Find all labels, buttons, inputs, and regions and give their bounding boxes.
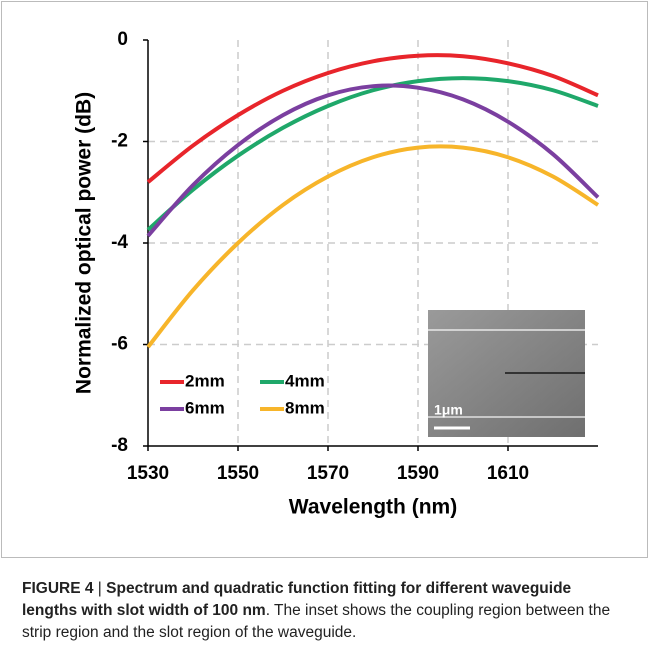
caption-separator: |: [97, 580, 102, 597]
y-tick-label: -2: [111, 131, 128, 152]
chart: Normalized optical power (dB) Wavelength…: [1, 1, 648, 558]
caption: FIGURE 4 | Spectrum and quadratic functi…: [22, 578, 622, 644]
y-tick-label: -4: [111, 232, 128, 253]
fit-line: [146, 76, 599, 232]
figure-frame: [1, 1, 648, 558]
legend-label: 2mm: [185, 371, 225, 390]
caption-label: FIGURE 4: [22, 580, 94, 597]
x-tick-label: 1550: [217, 463, 259, 484]
fit-line: [146, 144, 600, 349]
legend-label: 4mm: [285, 371, 325, 390]
legend-label: 6mm: [185, 398, 225, 417]
x-tick-label: 1530: [127, 463, 169, 484]
y-tick-label: -6: [111, 334, 128, 355]
inset-scale-label: 1μm: [434, 402, 463, 418]
caption-text: . The inset shows the coupling region be…: [22, 602, 611, 641]
x-tick-label: 1610: [487, 463, 529, 484]
y-axis-label: Normalized optical power (dB): [73, 92, 96, 394]
y-tick-label: 0: [117, 29, 128, 50]
x-axis-label: Wavelength (nm): [289, 496, 457, 519]
legend-label: 8mm: [285, 398, 325, 417]
fit-line: [146, 83, 600, 238]
x-tick-label: 1570: [307, 463, 349, 484]
y-tick-label: -8: [111, 435, 128, 456]
fit-line: [146, 53, 599, 184]
caption-title: Spectrum and quadratic function fitting …: [22, 580, 572, 619]
inset: 1μm: [428, 310, 585, 437]
x-tick-label: 1590: [397, 463, 439, 484]
